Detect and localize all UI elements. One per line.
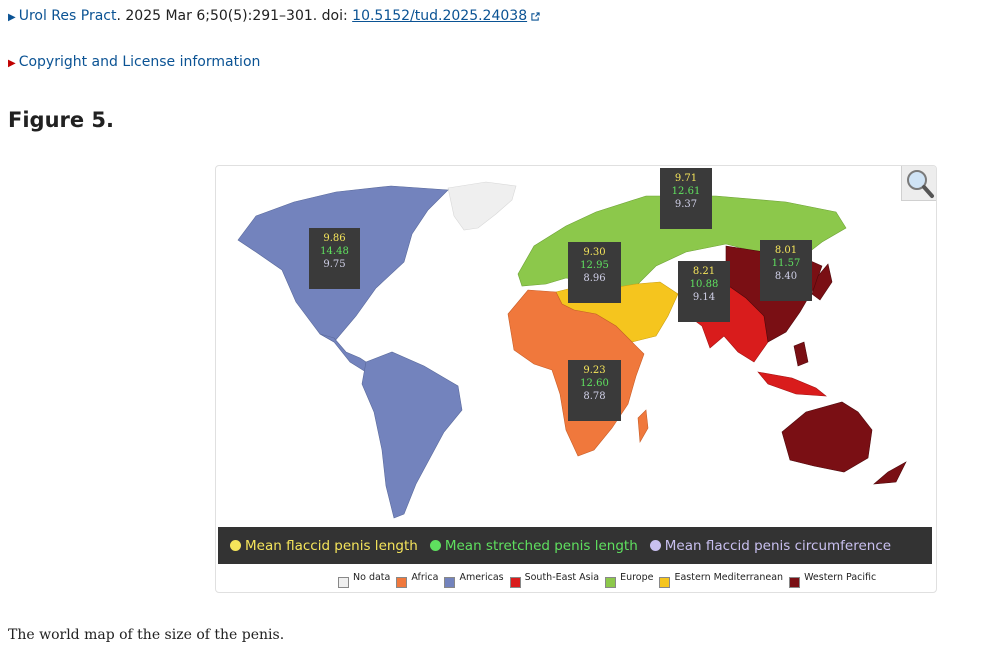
flaccid-length-value: 8.21 <box>692 266 716 277</box>
region-label: Americas <box>459 572 504 583</box>
legend-label: Mean flaccid penis length <box>245 537 418 554</box>
region-legend: No data Africa Americas South-East Asia … <box>338 572 882 588</box>
stretched-length-value: 14.48 <box>320 246 349 257</box>
flaccid-circumference-value: 8.96 <box>583 273 606 284</box>
stat-box-africa: 9.23 12.60 8.78 <box>568 360 621 421</box>
region-swatch <box>605 577 617 588</box>
flaccid-length-value: 8.01 <box>774 245 798 256</box>
region-legend-item: South-East Asia <box>509 572 600 588</box>
flaccid-circumference-value: 8.78 <box>583 391 606 402</box>
world-map <box>237 181 907 519</box>
madagascar-region <box>637 409 649 443</box>
flaccid-circumference-value: 9.37 <box>674 199 698 210</box>
flaccid-length-value: 9.86 <box>323 233 346 244</box>
region-label: South-East Asia <box>524 572 600 583</box>
journal-link[interactable]: Urol Res Pract <box>18 8 117 24</box>
figure-title: Figure 5. <box>8 108 115 132</box>
legend-label: Mean flaccid penis circumference <box>664 537 892 554</box>
indonesia-region <box>757 371 827 397</box>
region-legend-item: Eastern Mediterranean <box>659 572 783 588</box>
region-swatch <box>444 577 456 588</box>
region-legend-item: Americas <box>444 572 504 588</box>
philippines-region <box>793 341 809 367</box>
region-swatch <box>789 577 801 588</box>
flaccid-length-value: 9.71 <box>674 173 698 184</box>
measure-legend: Mean flaccid penis length Mean stretched… <box>218 527 932 564</box>
flaccid-circumference-value: 8.40 <box>774 271 798 282</box>
stat-box-americas: 9.86 14.48 9.75 <box>309 228 360 289</box>
doi-link[interactable]: 10.5152/tud.2025.24038 <box>352 8 528 24</box>
region-swatch <box>338 577 349 588</box>
stretched-length-value: 12.95 <box>580 260 609 271</box>
triangle-right-icon[interactable]: ▶ <box>8 12 16 23</box>
legend-dot <box>649 540 661 551</box>
copyright-toggle[interactable]: ▶ Copyright and License information <box>8 52 260 74</box>
region-label: Europe <box>620 572 654 583</box>
stat-box-eastern-mediterranean: 9.30 12.95 8.96 <box>568 242 621 303</box>
figure-caption: The world map of the size of the penis. <box>8 627 285 643</box>
legend-item-flaccid-length: Mean flaccid penis length <box>230 538 418 554</box>
stretched-length-value: 12.61 <box>671 186 701 197</box>
legend-dot <box>230 540 241 551</box>
region-label: Western Pacific <box>804 572 877 583</box>
external-link-icon[interactable] <box>531 12 540 21</box>
stretched-length-value: 12.60 <box>580 378 609 389</box>
region-legend-item: Africa <box>396 572 438 588</box>
region-legend-item: Western Pacific <box>789 572 876 588</box>
legend-label: Mean stretched penis length <box>444 537 638 554</box>
stat-box-western-pacific: 8.01 11.57 8.40 <box>760 240 812 301</box>
copyright-link[interactable]: Copyright and License information <box>18 54 261 70</box>
stat-box-south-east-asia: 8.21 10.88 9.14 <box>678 261 730 322</box>
region-legend-item: No data <box>338 572 390 588</box>
flaccid-circumference-value: 9.14 <box>692 292 716 303</box>
flaccid-length-value: 9.30 <box>583 247 606 258</box>
triangle-right-icon[interactable]: ▶ <box>8 58 16 69</box>
region-label: Eastern Mediterranean <box>674 572 784 583</box>
region-label: Africa <box>411 572 439 583</box>
stretched-length-value: 11.57 <box>771 258 801 269</box>
south-america-region <box>361 351 463 519</box>
japan-region <box>811 263 833 301</box>
legend-dot <box>429 540 441 551</box>
flaccid-length-value: 9.23 <box>583 365 606 376</box>
region-swatch <box>396 577 408 588</box>
legend-item-flaccid-circumference: Mean flaccid penis circumference <box>649 537 892 554</box>
legend-item-stretched-length: Mean stretched penis length <box>429 537 638 554</box>
citation-details: . 2025 Mar 6;50(5):291–301. doi: <box>116 8 353 24</box>
citation-line: ▶ Urol Res Pract. 2025 Mar 6;50(5):291–30… <box>8 6 540 28</box>
region-swatch <box>659 577 671 588</box>
flaccid-circumference-value: 9.75 <box>323 259 346 270</box>
region-label: No data <box>353 572 391 583</box>
central-america-region <box>319 333 373 373</box>
figure-image[interactable]: 9.86 14.48 9.75 9.71 12.61 9.37 9.30 12.… <box>215 165 937 593</box>
magnifier-icon[interactable] <box>902 166 936 200</box>
new-zealand-region <box>873 461 907 485</box>
greenland-region <box>447 181 517 231</box>
stat-box-europe: 9.71 12.61 9.37 <box>660 168 712 229</box>
australia-region <box>781 401 873 473</box>
region-legend-item: Europe <box>605 572 653 588</box>
zoom-button[interactable] <box>901 166 936 201</box>
stretched-length-value: 10.88 <box>689 279 719 290</box>
region-swatch <box>509 577 521 588</box>
